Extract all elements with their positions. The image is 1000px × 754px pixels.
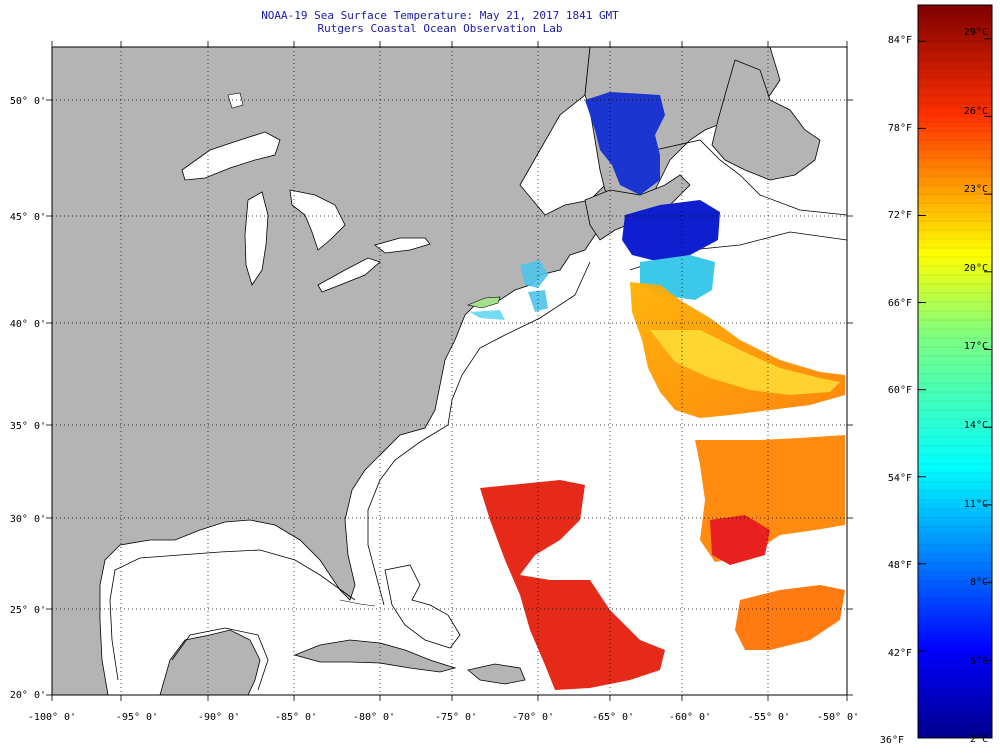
cuba-land [293,639,457,673]
lat-label: 40° 0' [10,319,46,330]
colorbar-bands [918,4,992,735]
lat-label: 50° 0' [10,96,46,107]
lon-label: -95° 0' [116,712,158,723]
cbar-c-label: 29°C [964,27,988,38]
cbar-c-label: 11°C [964,499,988,510]
lon-label: -65° 0' [592,712,634,723]
lat-label: 25° 0' [10,605,46,616]
sst-gulf-of-maine [520,260,548,312]
cbar-c-label: 14°C [964,420,988,431]
cbar-c-label: 2°C [970,734,988,745]
colorbar: 84°F 78°F 72°F 66°F 60°F 54°F 48°F 42°F … [880,4,993,746]
lat-label: 45° 0' [10,212,46,223]
cbar-c-label: 5°C [970,656,988,667]
lake-michigan [244,191,269,286]
lat-label: 35° 0' [10,421,46,432]
lon-label: -60° 0' [669,712,711,723]
sst-east-patch-2 [735,585,845,650]
sst-long-island-green [466,296,501,309]
cbar-f-label: 66°F [888,298,912,309]
lon-label: -90° 0' [198,712,240,723]
newfoundland-land [711,59,821,181]
map-frame [51,46,848,696]
colorbar-gradient [918,5,992,738]
lon-label: -55° 0' [748,712,790,723]
sst-gulf-stream-yellow [650,330,840,395]
lon-label: -85° 0' [275,712,317,723]
lon-label: -50° 0' [817,712,859,723]
cbar-f-label: 78°F [888,123,912,134]
cbar-f-label: 36°F [880,735,904,746]
colorbar-frame [917,4,993,739]
sst-sargasso-red-patch [710,515,770,565]
lon-label: -75° 0' [435,712,477,723]
latitude-labels: 50° 0' 45° 0' 40° 0' 35° 0' 30° 0' 25° 0… [10,96,46,701]
graticule [52,47,847,695]
lake-ontario [374,237,431,254]
yucatan-shelf [171,627,269,691]
axis-ticks [46,41,853,701]
north-america-land [52,47,621,695]
lat-label: 20° 0' [10,690,46,701]
lon-label: -100° 0' [28,712,76,723]
cbar-c-label: 20°C [964,263,988,274]
cbar-c-label: 17°C [964,341,988,352]
lake-superior [181,131,281,181]
cbar-c-label: 26°C [964,106,988,117]
lon-label: -80° 0' [353,712,395,723]
yucatan-land [159,629,261,695]
lake-huron [289,189,346,251]
cbar-f-label: 84°F [888,35,912,46]
map-subtitle: Rutgers Coastal Ocean Observation Lab [317,22,563,35]
map-title: NOAA-19 Sea Surface Temperature: May 21,… [261,9,619,22]
cbar-f-label: 54°F [888,473,912,484]
cbar-f-label: 42°F [888,648,912,659]
lon-label: -70° 0' [512,712,554,723]
hispaniola-land [467,663,526,685]
sst-nj-shelf [470,310,505,320]
bahamas-banks [384,564,461,649]
sst-gulf-st-lawrence [585,92,665,195]
sst-grand-banks-cold [622,200,720,262]
lake-winnipeg-area [227,92,244,109]
cbar-c-label: 23°C [964,184,988,195]
lake-erie [317,257,381,293]
nova-scotia-land [584,174,691,241]
cbar-f-label: 72°F [888,210,912,221]
cbar-c-label: 8°C [970,577,988,588]
cbar-f-label: 60°F [888,385,912,396]
sst-swath-south [480,480,665,690]
colorbar-ticks [918,38,992,739]
longitude-labels: -100° 0' -95° 0' -90° 0' -85° 0' -80° 0'… [28,712,859,723]
florida-keys [339,599,376,607]
cbar-f-label: 48°F [888,560,912,571]
lat-label: 30° 0' [10,514,46,525]
